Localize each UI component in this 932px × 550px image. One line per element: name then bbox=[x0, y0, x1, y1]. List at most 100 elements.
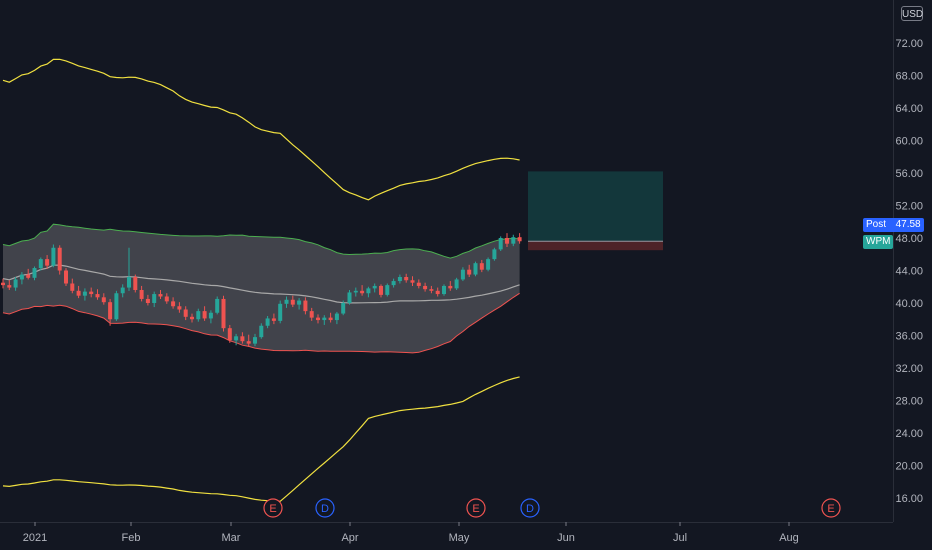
candle-body-down bbox=[26, 274, 31, 278]
price-tick-label: 32.00 bbox=[895, 363, 923, 375]
candle-body-down bbox=[158, 294, 163, 297]
candle bbox=[486, 257, 491, 272]
candle-body-down bbox=[240, 336, 245, 342]
candle bbox=[271, 313, 276, 325]
candle bbox=[202, 306, 207, 321]
badge-label: D bbox=[321, 503, 329, 515]
band-basis-line bbox=[2, 264, 520, 304]
badge-circle bbox=[315, 498, 335, 518]
candle bbox=[208, 310, 213, 324]
candle-body-down bbox=[467, 269, 472, 275]
earnings-badge[interactable]: E bbox=[821, 498, 841, 518]
candle-body-up bbox=[32, 268, 37, 278]
candle-body-up bbox=[511, 237, 516, 244]
currency-label[interactable]: USD bbox=[901, 6, 923, 21]
candle-body-down bbox=[76, 290, 81, 296]
candle-body-up bbox=[259, 325, 264, 338]
candle bbox=[259, 323, 264, 339]
price-tick-label: 56.00 bbox=[895, 168, 923, 180]
candle bbox=[416, 279, 421, 289]
time-axis[interactable]: 2021 Feb Mar Apr May Jun Jul Aug bbox=[23, 522, 799, 544]
time-tick-label: Aug bbox=[779, 532, 799, 544]
candle-body-up bbox=[278, 303, 283, 321]
candle-body-up bbox=[51, 247, 56, 266]
candle bbox=[215, 296, 220, 315]
dividend-badge[interactable]: D bbox=[520, 498, 540, 518]
candle bbox=[511, 234, 516, 247]
candle bbox=[316, 314, 320, 324]
badge-circle bbox=[821, 498, 841, 518]
candle bbox=[227, 324, 232, 343]
candle bbox=[410, 276, 415, 286]
candle-body-up bbox=[196, 311, 201, 320]
candle-body-up bbox=[114, 293, 119, 320]
time-tick-label: Jun bbox=[557, 532, 575, 544]
candle bbox=[45, 255, 50, 269]
candle-body-up bbox=[13, 279, 18, 288]
candle-body-down bbox=[145, 298, 150, 303]
candle bbox=[101, 293, 106, 305]
candle bbox=[82, 288, 87, 301]
candle bbox=[95, 289, 100, 300]
price-tick-label: 68.00 bbox=[895, 71, 923, 83]
candle bbox=[114, 290, 119, 321]
candle bbox=[366, 286, 371, 298]
candle bbox=[404, 273, 409, 283]
candle-body-up bbox=[341, 303, 346, 314]
candle bbox=[498, 236, 503, 251]
dividend-badge[interactable]: D bbox=[315, 498, 335, 518]
candle-body-up bbox=[486, 259, 491, 270]
candle-body-down bbox=[517, 237, 522, 242]
candle bbox=[120, 284, 125, 298]
candle-body-up bbox=[334, 313, 339, 321]
time-tick-label: Mar bbox=[222, 532, 241, 544]
candle-body-down bbox=[45, 259, 50, 266]
candle bbox=[51, 244, 56, 268]
price-tick-label: 52.00 bbox=[895, 201, 923, 213]
badge-label: D bbox=[526, 503, 534, 515]
candle bbox=[303, 297, 308, 315]
price-tick-label: 24.00 bbox=[895, 428, 923, 440]
price-tick-label: 36.00 bbox=[895, 331, 923, 343]
price-tick-label: 60.00 bbox=[895, 136, 923, 148]
candle bbox=[297, 298, 302, 310]
earnings-badge[interactable]: E bbox=[263, 498, 283, 518]
candle bbox=[372, 283, 377, 293]
envelope-lower-line bbox=[2, 376, 520, 502]
candle-body-down bbox=[1, 282, 5, 286]
candle bbox=[164, 293, 169, 304]
candle bbox=[473, 261, 478, 277]
price-tick-label: 64.00 bbox=[895, 103, 923, 115]
candle bbox=[429, 285, 434, 294]
candle-body-down bbox=[89, 291, 94, 295]
price-tick-label: 40.00 bbox=[895, 298, 923, 310]
candle-body-up bbox=[385, 285, 390, 295]
candle-body-up bbox=[253, 337, 257, 344]
candle-body-down bbox=[379, 285, 383, 295]
candle bbox=[479, 259, 484, 273]
candle-body-up bbox=[372, 285, 377, 289]
trade-zones bbox=[528, 171, 663, 251]
time-tick-label: Jul bbox=[673, 532, 687, 544]
badge-label: E bbox=[269, 503, 276, 515]
candle-body-up bbox=[391, 281, 396, 286]
candle-body-up bbox=[120, 287, 125, 294]
candle bbox=[1, 278, 5, 289]
candle-body-down bbox=[221, 298, 226, 329]
candle bbox=[460, 267, 465, 282]
earnings-badge[interactable]: E bbox=[466, 498, 486, 518]
candle bbox=[353, 287, 358, 297]
candle bbox=[190, 313, 194, 323]
candle-body-down bbox=[190, 316, 194, 320]
candle-body-up bbox=[353, 290, 358, 293]
candle-body-down bbox=[164, 296, 169, 302]
candle-body-down bbox=[448, 285, 453, 289]
candle-body-up bbox=[473, 263, 478, 275]
candle bbox=[221, 295, 226, 332]
bollinger-bands bbox=[2, 223, 520, 354]
price-axis[interactable]: 72.00 68.00 64.00 60.00 56.00 52.00 48.00 44.00… bbox=[895, 38, 923, 505]
candle-body-down bbox=[246, 341, 251, 344]
candle-body-up bbox=[234, 336, 239, 341]
candle bbox=[108, 298, 113, 326]
